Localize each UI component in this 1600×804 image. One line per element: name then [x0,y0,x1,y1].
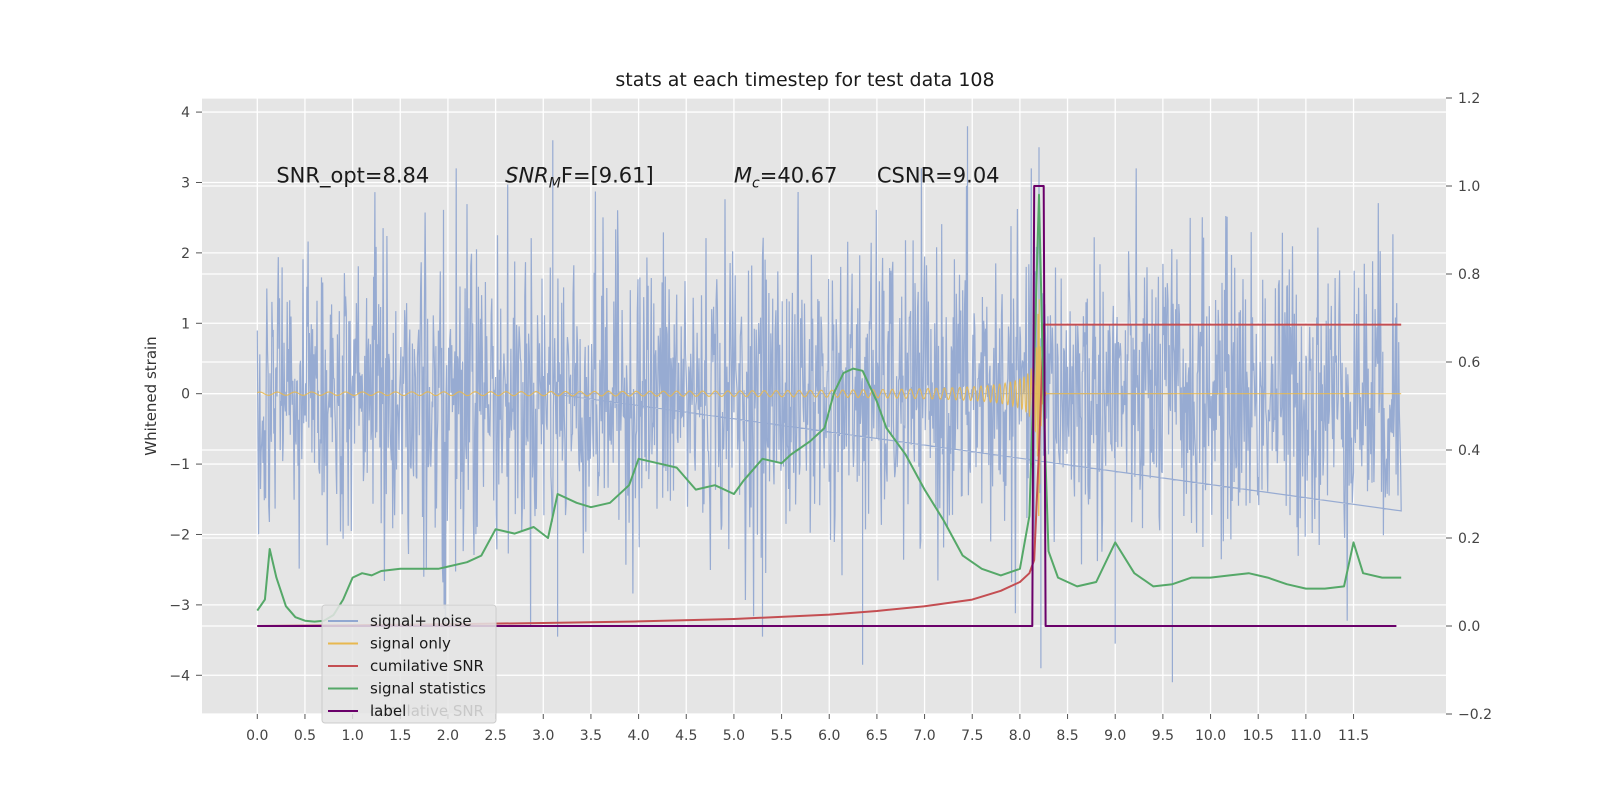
annotation-snr-mf: SNRMF=[9.61] [505,163,654,191]
y-tick-label: −4 [169,668,190,684]
x-tick-label: 10.5 [1243,728,1274,744]
y2-tick-label: 0.2 [1458,531,1480,547]
y-tick-label: 3 [181,175,190,191]
annotation-rest: =40.67 [760,163,838,187]
x-tick-label: 2.0 [437,728,459,744]
x-tick-label: 3.0 [532,728,554,744]
x-tick-label: 6.0 [818,728,840,744]
y-tick-label: 0 [181,387,190,403]
x-tick-label: 11.0 [1290,728,1321,744]
y-axis-label: Whitened strain [142,336,160,455]
x-tick-label: 4.5 [675,728,697,744]
annotation-chirp-mass: Mc=40.67 [734,163,838,191]
y-tick-label: 1 [181,316,190,332]
x-tick-label: 9.0 [1104,728,1126,744]
y-tick-label: 2 [181,246,190,262]
annotation-csnr: CSNR=9.04 [877,163,1000,187]
y2-tick-label: 0.0 [1458,619,1480,635]
legend-entry-label: signal statistics [370,680,486,698]
legend-entry-label: label [370,702,406,720]
x-tick-label: 6.5 [866,728,888,744]
y2-tick-label: 0.6 [1458,355,1480,371]
annotation-main: SNR [505,163,549,187]
x-tick-label: 7.0 [913,728,935,744]
y-tick-label: −2 [169,527,190,543]
x-tick-label: 1.5 [389,728,411,744]
annotation-rest: F=[9.61] [561,163,654,187]
x-tick-label: 1.0 [341,728,363,744]
x-tick-label: 11.5 [1338,728,1369,744]
annotation-main: M [734,163,752,187]
x-tick-label: 4.0 [627,728,649,744]
x-tick-label: 8.0 [1009,728,1031,744]
y2-tick-label: 0.4 [1458,443,1480,459]
y-tick-label: −1 [169,457,190,473]
x-tick-label: 8.5 [1056,728,1078,744]
y2-tick-label: 1.2 [1458,91,1480,107]
chart-title: stats at each timestep for test data 108 [615,69,994,91]
legend-entry-label: signal only [370,635,451,653]
x-tick-label: 5.5 [770,728,792,744]
annotation-snr-opt: SNR_opt=8.84 [276,163,429,188]
annotation-subscript: M [549,175,561,191]
y-tick-label: −3 [169,598,190,614]
x-tick-label: 0.5 [294,728,316,744]
x-tick-label: 3.5 [580,728,602,744]
x-tick-label: 7.5 [961,728,983,744]
x-tick-label: 0.0 [246,728,268,744]
x-tick-label: 10.0 [1195,728,1226,744]
legend-entry-label: signal+ noise [370,612,472,630]
y2-tick-label: −0.2 [1458,707,1492,723]
x-tick-label: 2.5 [484,728,506,744]
y2-tick-label: 1.0 [1458,179,1480,195]
legend-entry-label: cumilative SNR [370,657,484,675]
x-tick-label: 9.5 [1152,728,1174,744]
y2-tick-label: 0.8 [1458,267,1480,283]
x-tick-label: 5.0 [723,728,745,744]
y-tick-label: 4 [181,105,190,121]
